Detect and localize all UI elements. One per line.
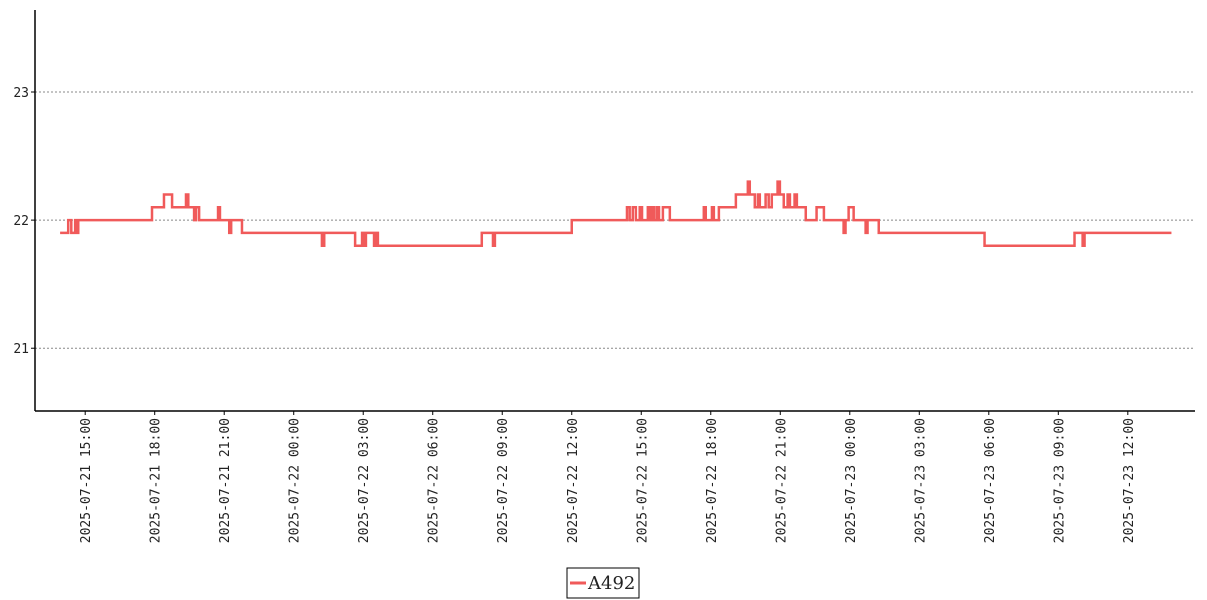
legend-label: A492 bbox=[587, 573, 635, 594]
x-tick-label: 2025-07-22 15:00 bbox=[635, 418, 650, 543]
x-tick-label: 2025-07-22 21:00 bbox=[774, 418, 789, 543]
legend: A492 bbox=[566, 567, 640, 599]
x-tick-label: 2025-07-22 06:00 bbox=[427, 418, 442, 543]
x-tick-label: 2025-07-21 15:00 bbox=[79, 418, 94, 543]
x-tick-label: 2025-07-23 06:00 bbox=[983, 418, 998, 543]
x-tick-label: 2025-07-22 18:00 bbox=[705, 418, 720, 543]
x-tick-label: 2025-07-23 00:00 bbox=[844, 418, 859, 543]
data-line bbox=[60, 180, 1172, 247]
x-tick-label: 2025-07-23 12:00 bbox=[1122, 418, 1137, 543]
y-tick-label: 21 bbox=[13, 342, 29, 357]
x-tick-label: 2025-07-22 12:00 bbox=[566, 418, 581, 543]
x-tick-label: 2025-07-21 21:00 bbox=[218, 418, 233, 543]
x-tick-label: 2025-07-22 00:00 bbox=[288, 418, 303, 543]
x-tick-label: 2025-07-22 09:00 bbox=[496, 418, 511, 543]
y-tick-label: 22 bbox=[13, 214, 29, 229]
x-tick-label: 2025-07-21 18:00 bbox=[149, 418, 164, 543]
x-tick-label: 2025-07-23 03:00 bbox=[913, 418, 928, 543]
x-tick-label: 2025-07-23 09:00 bbox=[1052, 418, 1067, 543]
x-tick-label: 2025-07-22 03:00 bbox=[357, 418, 372, 543]
y-tick-label: 23 bbox=[13, 86, 29, 101]
